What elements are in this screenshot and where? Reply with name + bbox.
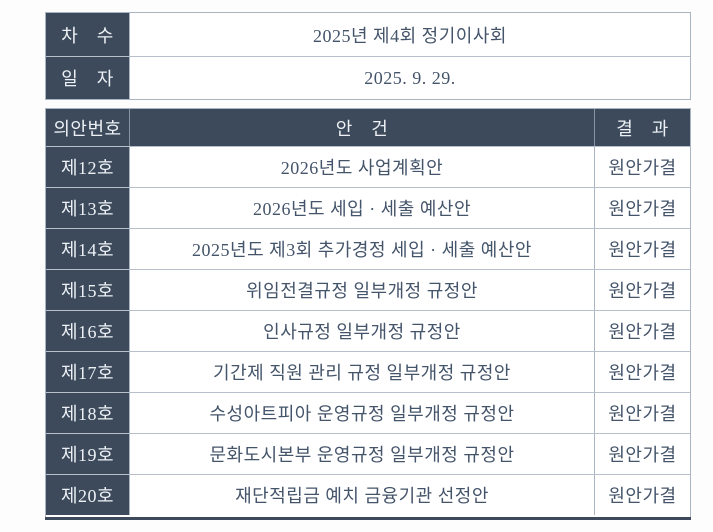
meeting-info-table: 차 수 2025년 제4회 정기이사회 일 자 2025. 9. 29. bbox=[45, 12, 691, 100]
header-agenda-result: 결 과 bbox=[594, 109, 690, 146]
agenda-number-cell: 제14호 bbox=[46, 229, 129, 269]
agenda-row: 제17호 기간제 직원 관리 규정 일부개정 규정안 원안가결 bbox=[46, 351, 690, 392]
agenda-table: 의안번호 안 건 결 과 제12호 2026년도 사업계획안 원안가결 제13호… bbox=[45, 108, 691, 517]
agenda-number-cell: 제12호 bbox=[46, 147, 129, 187]
header-agenda-item: 안 건 bbox=[129, 109, 594, 146]
agenda-number-cell: 제20호 bbox=[46, 475, 129, 515]
agenda-item-cell: 2025년도 제3회 추가경정 세입 · 세출 예산안 bbox=[129, 229, 594, 269]
agenda-number-cell: 제15호 bbox=[46, 270, 129, 310]
agenda-row: 제12호 2026년도 사업계획안 원안가결 bbox=[46, 146, 690, 187]
agenda-number-cell: 제13호 bbox=[46, 188, 129, 228]
agenda-result-cell: 원안가결 bbox=[594, 270, 690, 310]
agenda-result-cell: 원안가결 bbox=[594, 434, 690, 474]
agenda-result-cell: 원안가결 bbox=[594, 475, 690, 515]
agenda-number-cell: 제19호 bbox=[46, 434, 129, 474]
agenda-result-cell: 원안가결 bbox=[594, 229, 690, 269]
agenda-item-cell: 위임전결규정 일부개정 규정안 bbox=[129, 270, 594, 310]
agenda-header-row: 의안번호 안 건 결 과 bbox=[46, 109, 690, 146]
date-row: 일 자 2025. 9. 29. bbox=[46, 56, 690, 99]
agenda-item-cell: 재단적립금 예치 금융기관 선정안 bbox=[129, 475, 594, 515]
agenda-item-cell: 2026년도 세입 · 세출 예산안 bbox=[129, 188, 594, 228]
agenda-item-cell: 문화도시본부 운영규정 일부개정 규정안 bbox=[129, 434, 594, 474]
header-agenda-number: 의안번호 bbox=[46, 109, 129, 146]
agenda-number-cell: 제16호 bbox=[46, 311, 129, 351]
agenda-result-cell: 원안가결 bbox=[594, 147, 690, 187]
session-value: 2025년 제4회 정기이사회 bbox=[129, 13, 690, 56]
agenda-row: 제19호 문화도시본부 운영규정 일부개정 규정안 원안가결 bbox=[46, 433, 690, 474]
agenda-number-cell: 제17호 bbox=[46, 352, 129, 392]
agenda-row: 제13호 2026년도 세입 · 세출 예산안 원안가결 bbox=[46, 187, 690, 228]
agenda-number-cell: 제18호 bbox=[46, 393, 129, 433]
agenda-row: 제15호 위임전결규정 일부개정 규정안 원안가결 bbox=[46, 269, 690, 310]
agenda-result-cell: 원안가결 bbox=[594, 311, 690, 351]
agenda-result-cell: 원안가결 bbox=[594, 352, 690, 392]
agenda-result-cell: 원안가결 bbox=[594, 393, 690, 433]
agenda-row: 제16호 인사규정 일부개정 규정안 원안가결 bbox=[46, 310, 690, 351]
agenda-item-cell: 수성아트피아 운영규정 일부개정 규정안 bbox=[129, 393, 594, 433]
agenda-row: 제18호 수성아트피아 운영규정 일부개정 규정안 원안가결 bbox=[46, 392, 690, 433]
date-value: 2025. 9. 29. bbox=[129, 57, 690, 99]
agenda-row: 제14호 2025년도 제3회 추가경정 세입 · 세출 예산안 원안가결 bbox=[46, 228, 690, 269]
agenda-item-cell: 2026년도 사업계획안 bbox=[129, 147, 594, 187]
agenda-item-cell: 기간제 직원 관리 규정 일부개정 규정안 bbox=[129, 352, 594, 392]
session-label: 차 수 bbox=[46, 13, 129, 56]
agenda-result-cell: 원안가결 bbox=[594, 188, 690, 228]
date-label: 일 자 bbox=[46, 57, 129, 99]
session-row: 차 수 2025년 제4회 정기이사회 bbox=[46, 13, 690, 56]
agenda-row: 제20호 재단적립금 예치 금융기관 선정안 원안가결 bbox=[46, 474, 690, 515]
agenda-item-cell: 인사규정 일부개정 규정안 bbox=[129, 311, 594, 351]
